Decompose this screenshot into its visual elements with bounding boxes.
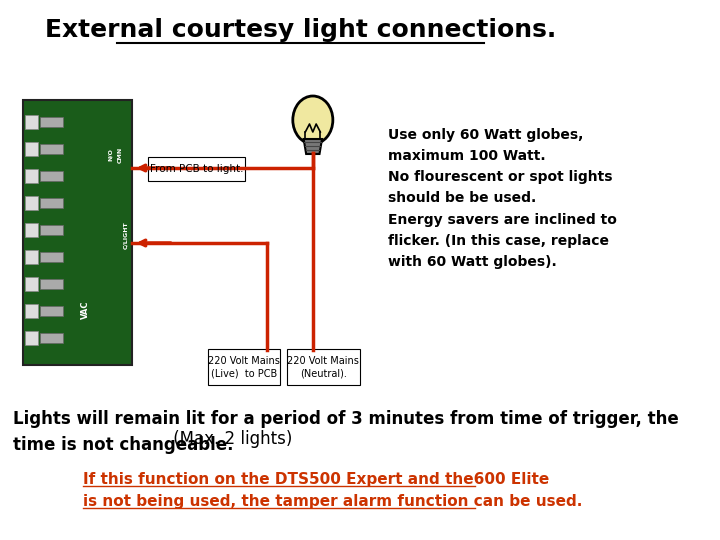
Text: 220 Volt Mains
(Live)  to PCB: 220 Volt Mains (Live) to PCB (208, 356, 280, 378)
Text: From PCB to light.: From PCB to light. (150, 164, 243, 174)
Text: External courtesy light connections.: External courtesy light connections. (45, 18, 556, 42)
Bar (25, 169, 38, 183)
Bar (40, 252, 63, 262)
Bar (40, 279, 63, 289)
Bar (40, 198, 63, 208)
Bar (25, 250, 38, 264)
Bar (40, 117, 63, 127)
Bar (25, 331, 38, 345)
Bar (40, 144, 63, 154)
FancyBboxPatch shape (207, 349, 280, 385)
Text: Lights will remain lit for a period of 3 minutes from time of trigger, the
time : Lights will remain lit for a period of 3… (12, 410, 678, 454)
Bar (25, 223, 38, 237)
Bar (25, 304, 38, 318)
Bar (25, 115, 38, 129)
Bar (40, 333, 63, 343)
Bar (25, 196, 38, 210)
FancyBboxPatch shape (148, 157, 246, 181)
Bar (40, 306, 63, 316)
Circle shape (293, 96, 333, 144)
Bar (23, 100, 132, 365)
Polygon shape (304, 139, 322, 154)
Text: CMN: CMN (117, 147, 122, 163)
Bar (40, 171, 63, 181)
FancyBboxPatch shape (287, 349, 359, 385)
Text: VAC: VAC (81, 301, 91, 319)
Bar (25, 142, 38, 156)
Text: 220 Volt Mains
(Neutral).: 220 Volt Mains (Neutral). (287, 356, 359, 378)
Text: (Max. 2 lights): (Max. 2 lights) (168, 430, 292, 448)
Text: N/O: N/O (107, 148, 112, 161)
Text: C/LIGHT: C/LIGHT (123, 221, 128, 249)
Text: Use only 60 Watt globes,
maximum 100 Watt.
No flourescent or spot lights
should : Use only 60 Watt globes, maximum 100 Wat… (388, 128, 617, 269)
Bar (25, 277, 38, 291)
Bar (40, 225, 63, 235)
Text: If this function on the DTS500 Expert and the600 Elite: If this function on the DTS500 Expert an… (84, 472, 549, 487)
Text: is not being used, the tamper alarm function can be used.: is not being used, the tamper alarm func… (84, 494, 582, 509)
